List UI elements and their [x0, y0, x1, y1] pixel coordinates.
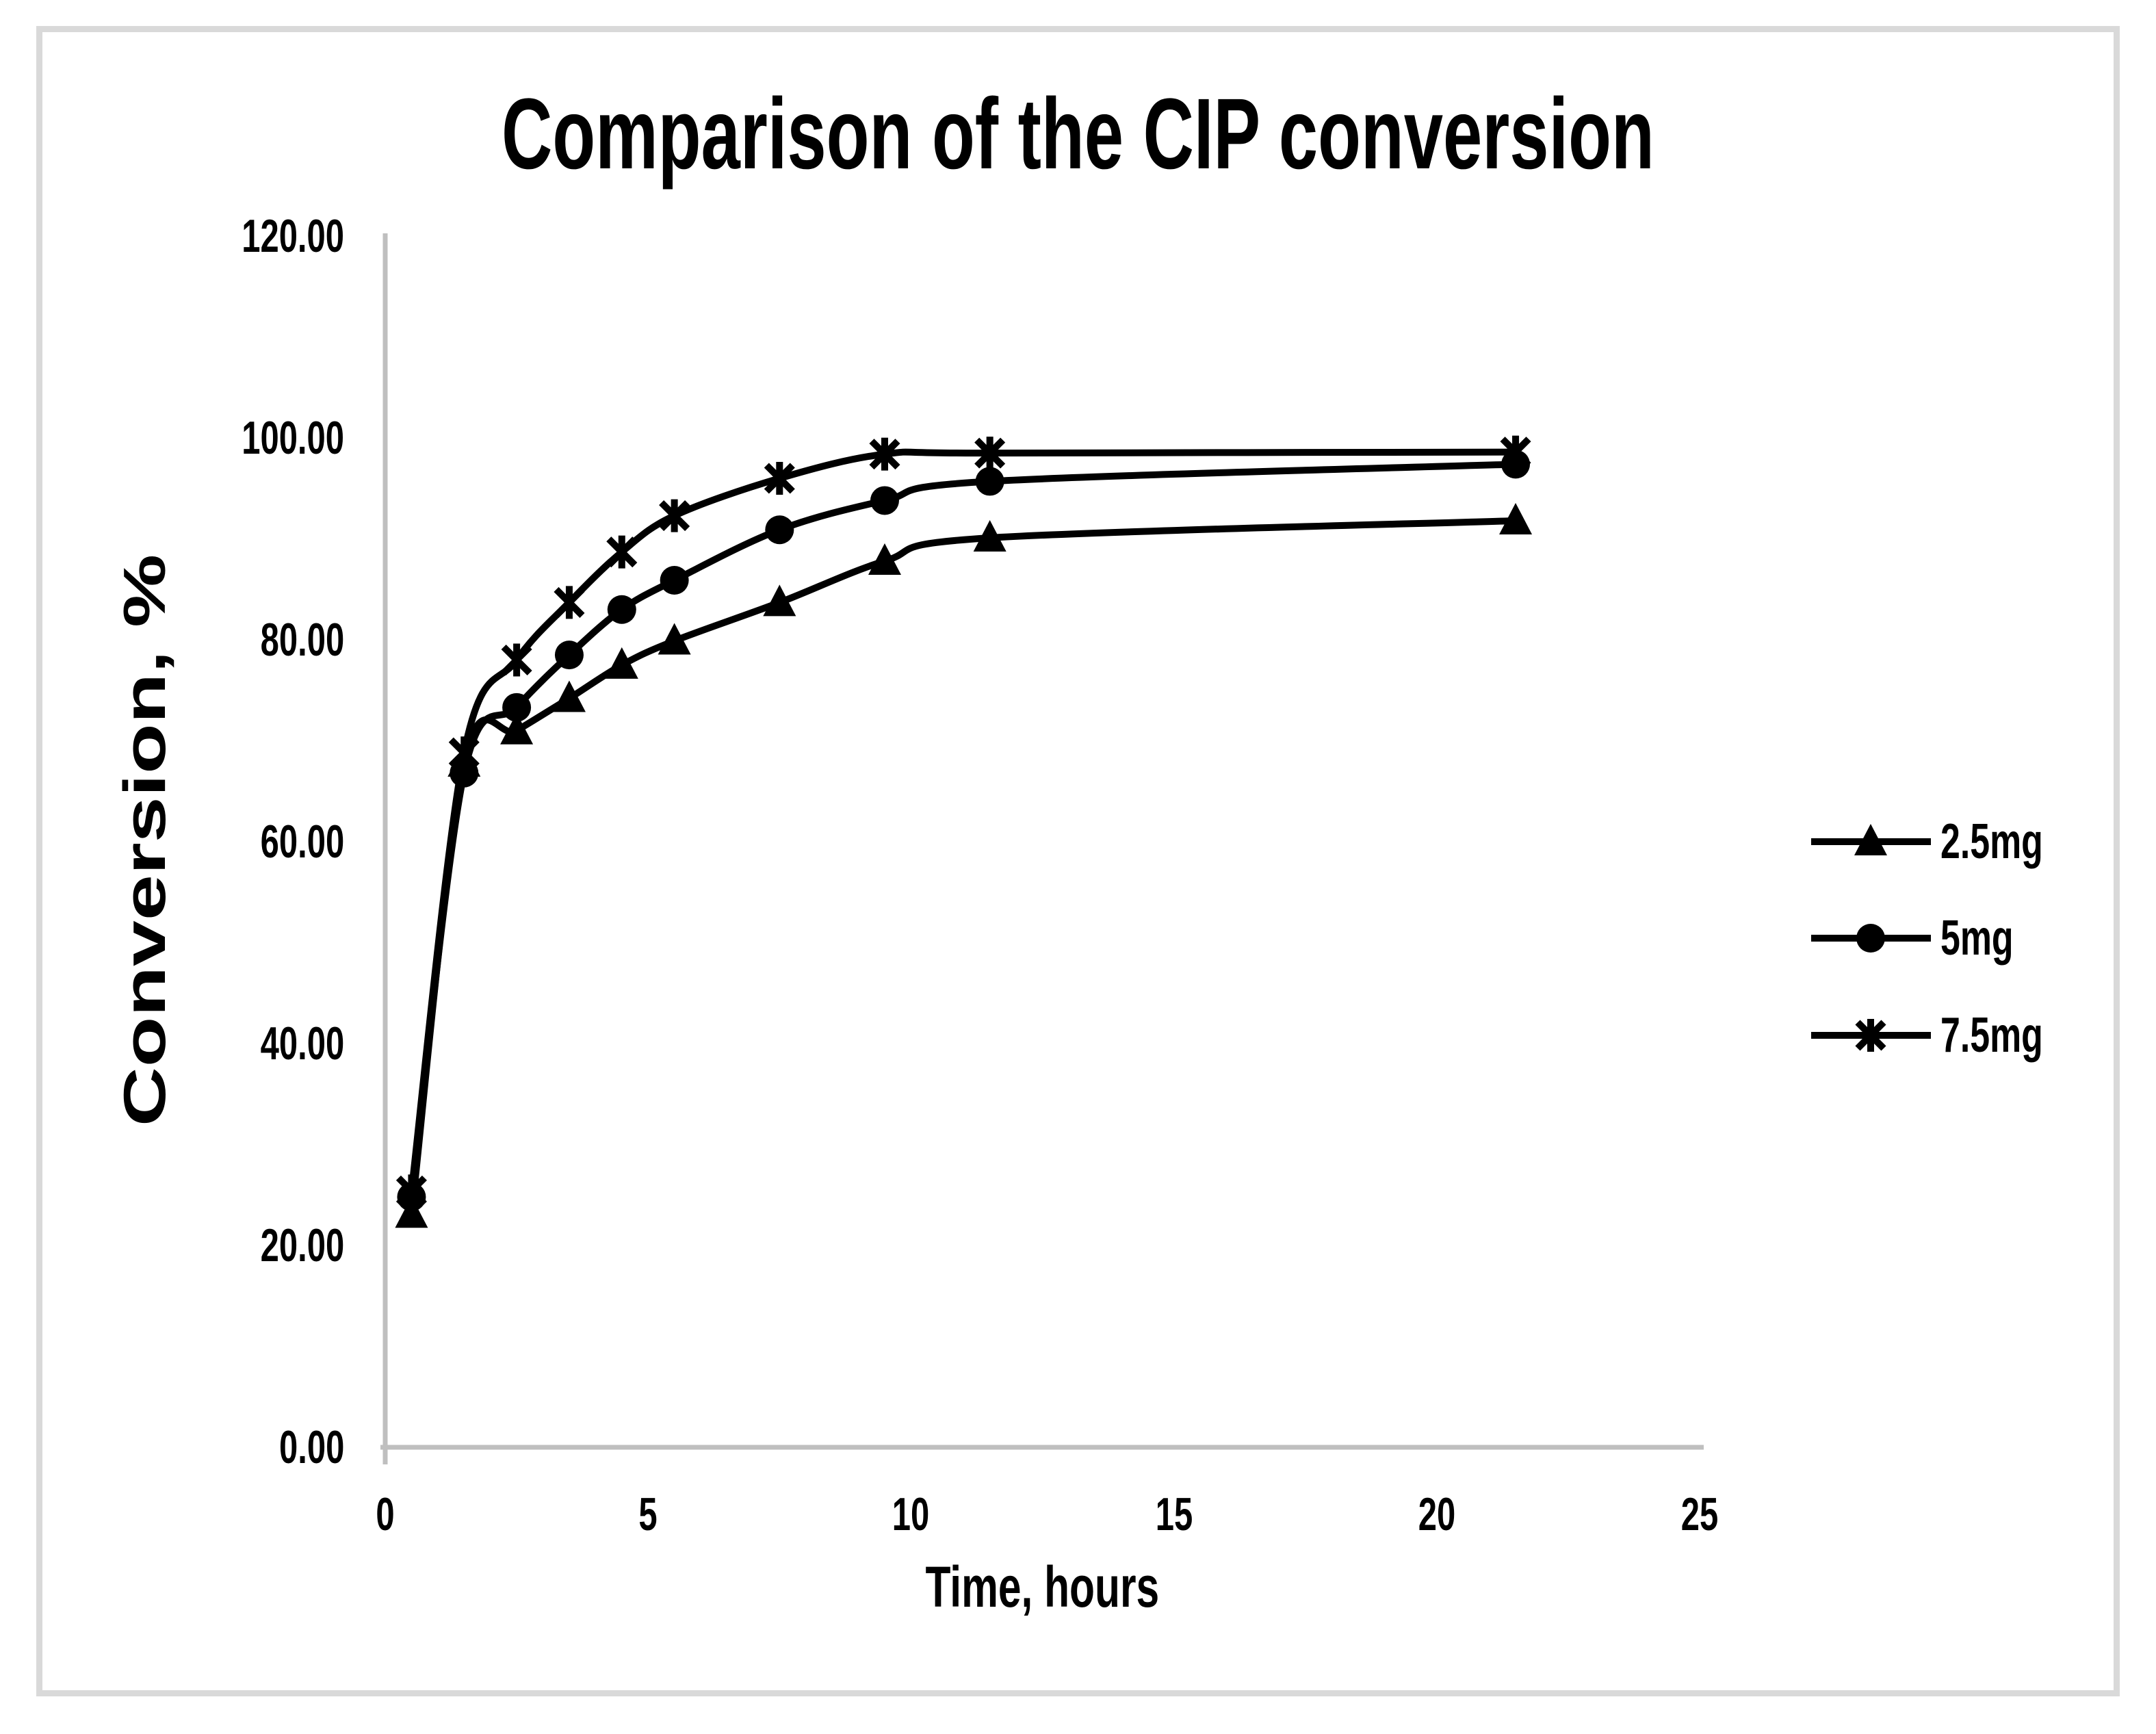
asterisk-marker-icon: [974, 437, 1006, 470]
x-axis-title-text: Time, hours: [925, 1555, 1159, 1619]
x-tick-label: 25: [1680, 1488, 1719, 1540]
y-tick-label: 120.00: [242, 210, 344, 262]
x-tick-label: 15: [1155, 1488, 1193, 1540]
asterisk-marker-icon: [659, 499, 690, 532]
y-tick-label: 20.00: [260, 1219, 344, 1271]
circle-marker-icon: [765, 515, 794, 545]
circle-marker-icon: [660, 565, 689, 595]
chart-border: [36, 26, 2120, 1696]
legend-label: 5mg: [1940, 911, 2014, 966]
legend-label: 2.5mg: [1940, 814, 2043, 869]
series-line-7.5mg: [408, 448, 1516, 1191]
triangle-marker-icon: [1499, 502, 1533, 534]
x-axis-title: Time, hours: [768, 1555, 1316, 1619]
asterisk-marker-icon: [606, 535, 638, 569]
triangle-marker-icon: [605, 647, 638, 679]
y-tick-label: 0.00: [278, 1421, 344, 1473]
asterisk-marker-icon: [554, 586, 585, 619]
triangle-marker-icon: [500, 712, 534, 745]
asterisk-marker-icon: [869, 437, 900, 471]
triangle-marker-icon: [1854, 824, 1887, 855]
triangle-marker-icon: [395, 1196, 428, 1228]
chart-title: Comparison of the CIP conversion: [0, 78, 2156, 190]
asterisk-marker-icon: [448, 736, 480, 770]
x-tick-label: 0: [376, 1488, 395, 1540]
circle-marker-icon: [1856, 924, 1885, 953]
triangle-marker-icon: [552, 680, 586, 712]
triangle-marker-icon: [868, 543, 901, 575]
y-tick-label: 60.00: [260, 816, 344, 868]
circle-marker-icon: [975, 467, 1004, 496]
series-line-5mg: [408, 461, 1516, 1198]
series-line-2.5mg: [408, 517, 1516, 1215]
x-tick-label: 10: [892, 1488, 930, 1540]
asterisk-marker-icon: [764, 462, 795, 495]
legend-label: 7.5mg: [1940, 1008, 2043, 1063]
triangle-marker-icon: [658, 623, 691, 655]
asterisk-marker-icon: [395, 1174, 427, 1208]
y-tick-label: 40.00: [260, 1018, 344, 1070]
triangle-marker-icon: [973, 520, 1006, 552]
asterisk-marker-icon: [1500, 435, 1531, 469]
y-axis-title: Conversion, %: [112, 554, 178, 1127]
y-tick-label: 100.00: [242, 412, 344, 464]
chart-title-text: Comparison of the CIP conversion: [502, 78, 1654, 190]
circle-marker-icon: [502, 693, 532, 722]
circle-marker-icon: [607, 595, 636, 624]
x-tick-label: 20: [1418, 1488, 1456, 1540]
circle-marker-icon: [554, 640, 584, 670]
y-tick-label: 80.00: [260, 614, 344, 666]
asterisk-marker-icon: [1855, 1019, 1886, 1052]
asterisk-marker-icon: [501, 643, 532, 677]
x-tick-label: 5: [638, 1488, 658, 1540]
triangle-marker-icon: [763, 584, 796, 617]
circle-marker-icon: [870, 486, 899, 515]
